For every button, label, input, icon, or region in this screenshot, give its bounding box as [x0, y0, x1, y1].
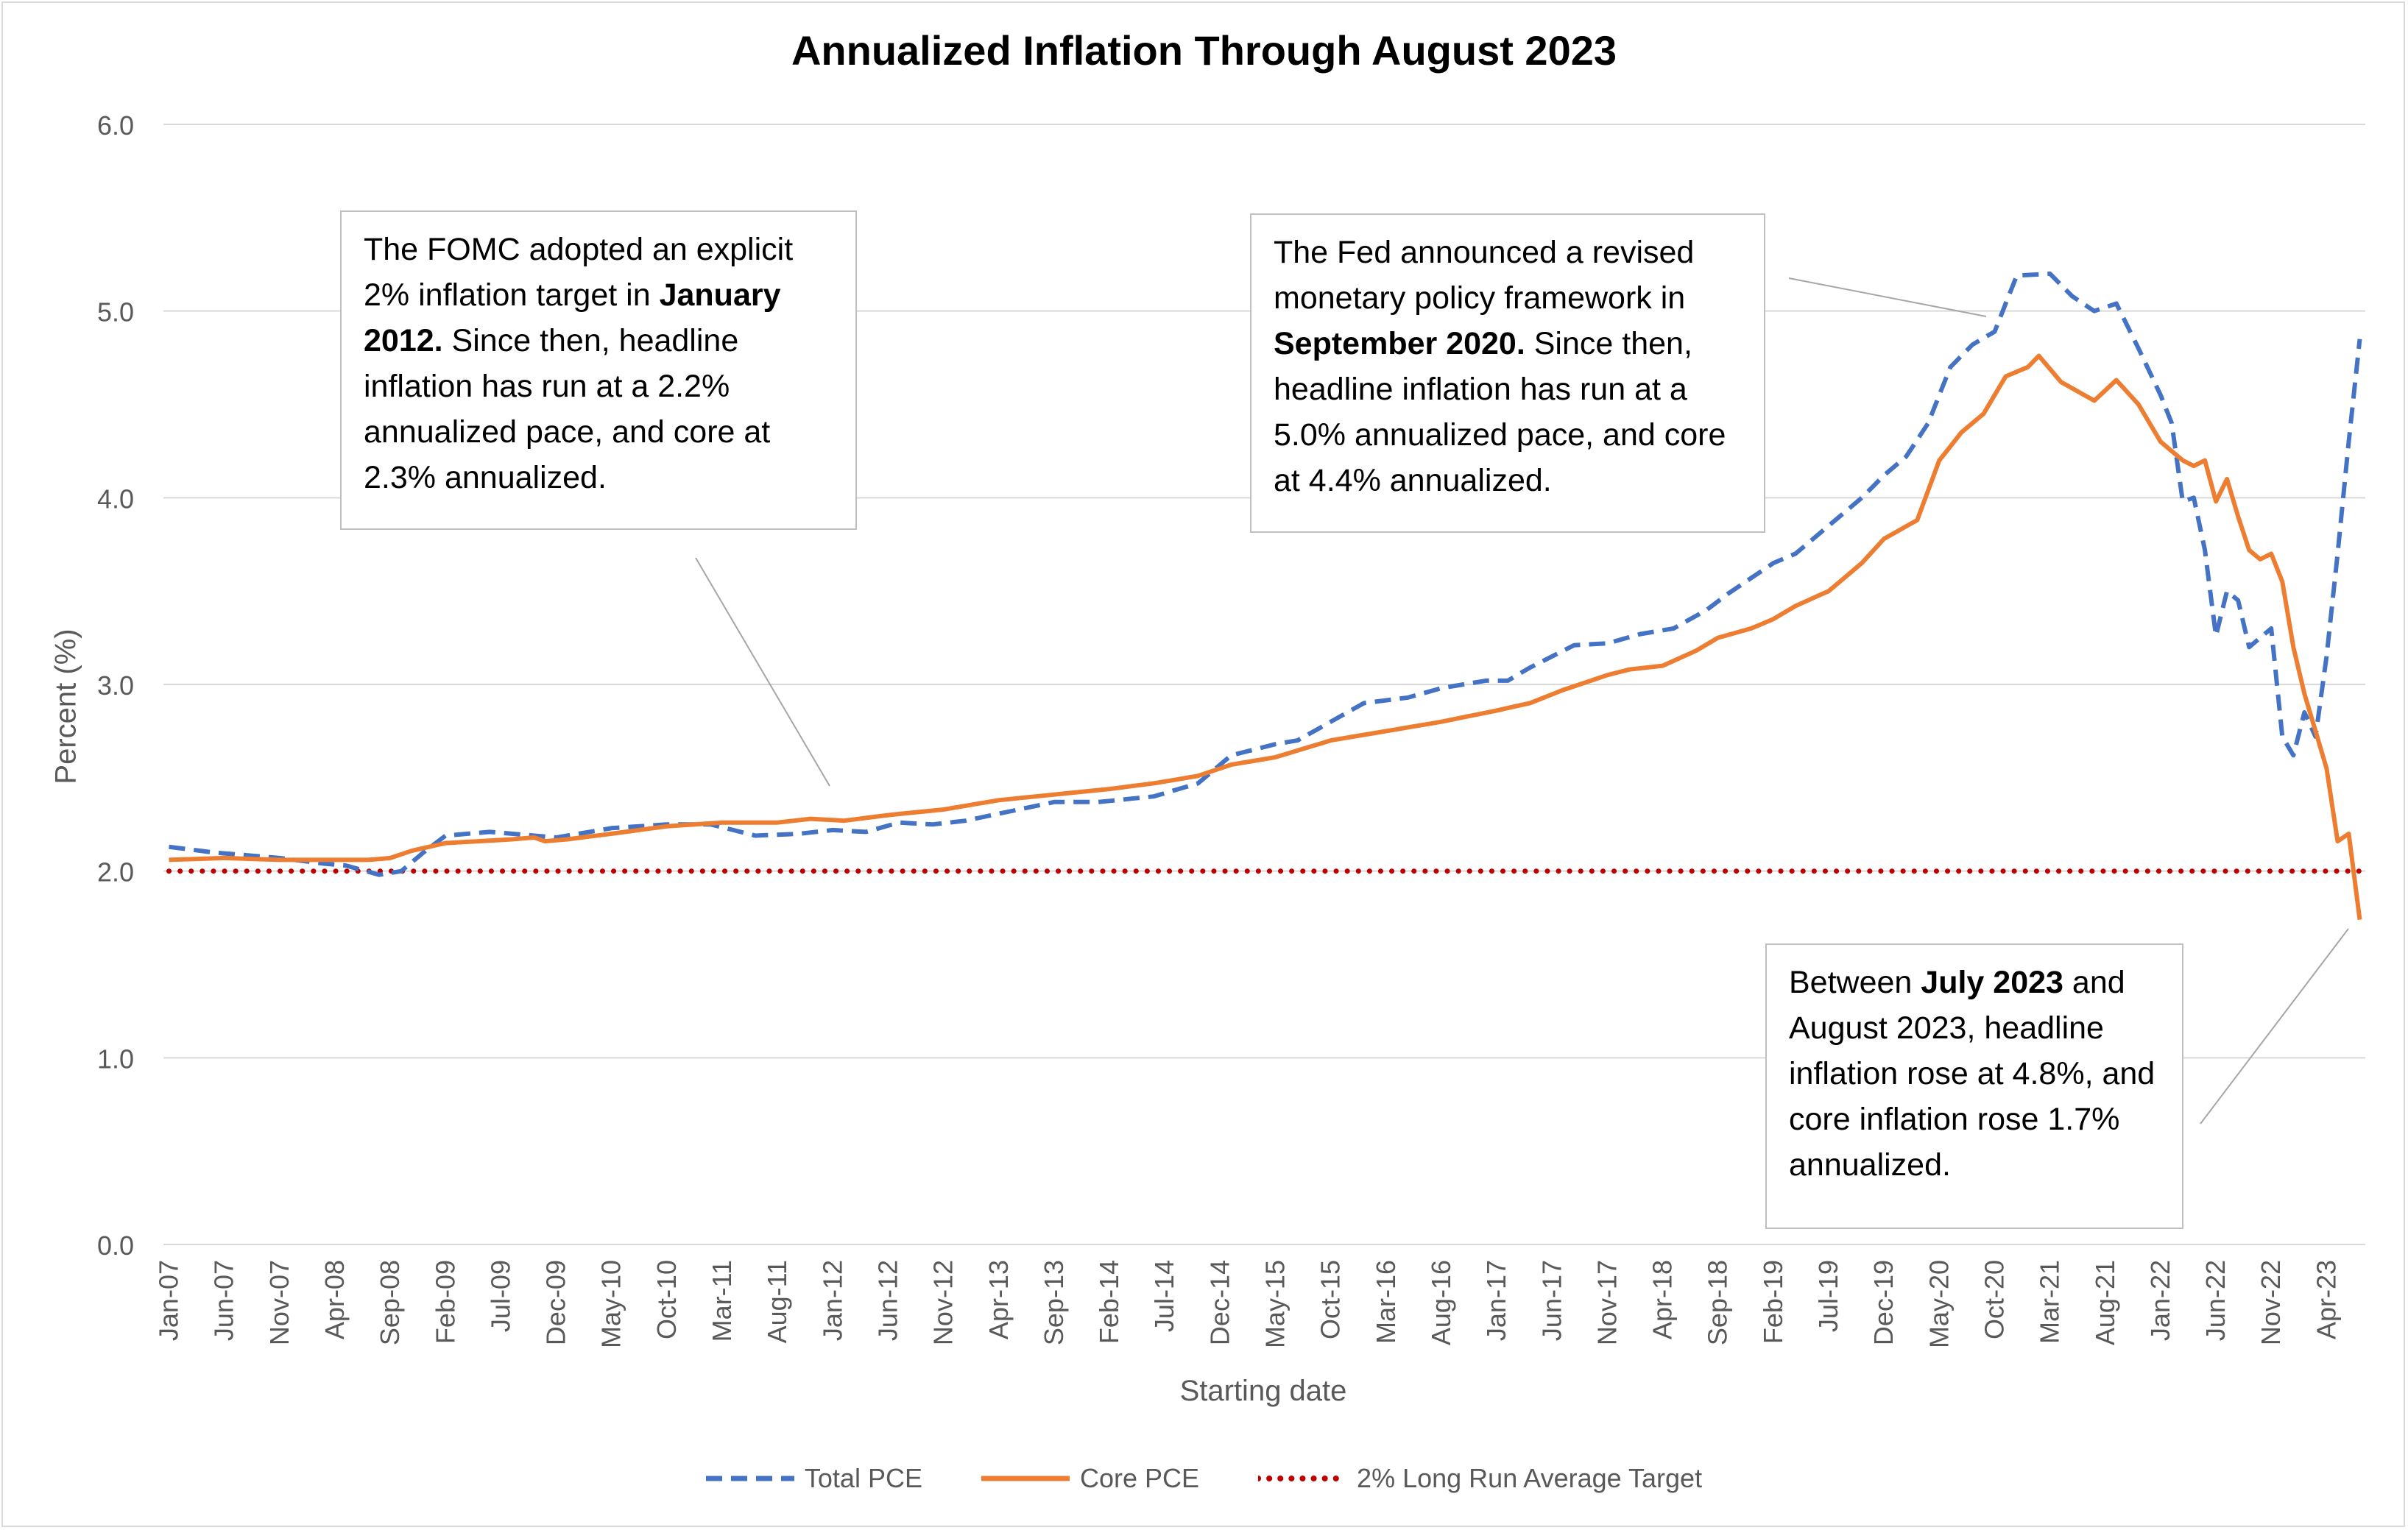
x-tick-label: Jan-22	[2145, 1260, 2175, 1341]
x-tick-label: Mar-11	[707, 1260, 737, 1342]
y-tick-label: 3.0	[97, 670, 134, 701]
y-tick-label: 2.0	[97, 857, 134, 888]
annotation-jul-aug-2023: Between July 2023 and August 2023, headl…	[1765, 943, 2183, 1229]
x-tick-label: Nov-12	[928, 1260, 958, 1345]
chart-title: Annualized Inflation Through August 2023	[791, 27, 1617, 74]
x-tick-label: Oct-15	[1316, 1260, 1346, 1339]
legend-swatch-total-pce	[705, 1476, 794, 1481]
x-tick-label: Jan-07	[154, 1260, 184, 1341]
y-axis-label: Percent (%)	[49, 628, 82, 785]
x-tick-label: May-20	[1924, 1260, 1954, 1348]
x-tick-label: Aug-21	[2090, 1260, 2120, 1345]
x-tick-label: Jul-19	[1813, 1260, 1843, 1332]
series-line-core-pce	[169, 353, 2362, 920]
x-tick-label: Sep-08	[375, 1260, 405, 1345]
legend-item-core-pce: Core PCE	[981, 1463, 1199, 1494]
annotation-fomc-2012: The FOMC adopted an explicit 2% inflatio…	[340, 210, 857, 530]
x-tick-label: Jun-07	[209, 1260, 239, 1341]
x-tick-label: Mar-21	[2035, 1260, 2065, 1344]
y-tick-label: 0.0	[97, 1230, 134, 1261]
x-tick-label: Jul-09	[485, 1260, 515, 1332]
x-tick-label: Apr-13	[984, 1260, 1014, 1339]
legend-label-total-pce: Total PCE	[804, 1463, 922, 1493]
x-tick-label: May-10	[596, 1260, 626, 1348]
x-tick-label: Aug-16	[1426, 1260, 1456, 1345]
x-tick-label: Feb-19	[1758, 1260, 1788, 1344]
legend-item-target: 2% Long Run Average Target	[1258, 1463, 1702, 1494]
x-tick-label: Feb-09	[430, 1260, 460, 1344]
y-tick-label: 4.0	[97, 484, 134, 514]
x-tick-label: Nov-07	[264, 1260, 294, 1345]
x-tick-label: Sep-18	[1703, 1260, 1733, 1345]
x-axis-label: Starting date	[1179, 1375, 1347, 1407]
x-tick-label: Jan-17	[1481, 1260, 1511, 1341]
x-tick-label: Apr-18	[1648, 1260, 1678, 1339]
x-tick-label: Nov-17	[1592, 1260, 1622, 1345]
x-tick-label: May-15	[1260, 1260, 1290, 1348]
x-tick-label: Nov-22	[2256, 1260, 2286, 1345]
legend-swatch-target	[1258, 1476, 1347, 1481]
callout-leader-line	[2200, 928, 2349, 1125]
x-tick-label: Feb-14	[1094, 1260, 1124, 1344]
x-tick-label: Dec-19	[1868, 1260, 1899, 1345]
x-tick-label: Jul-14	[1149, 1260, 1179, 1332]
x-tick-label: Aug-11	[762, 1260, 792, 1343]
y-tick-label: 1.0	[97, 1044, 134, 1074]
x-tick-label: Jan-12	[817, 1260, 847, 1341]
x-tick-label: Oct-10	[652, 1260, 682, 1339]
y-tick-label: 6.0	[97, 110, 134, 141]
chart-legend: Total PCE Core PCE 2% Long Run Average T…	[0, 1463, 2408, 1494]
x-tick-label: Apr-08	[319, 1260, 350, 1339]
x-tick-label: Dec-14	[1204, 1260, 1235, 1345]
x-tick-label: Jun-12	[872, 1260, 903, 1341]
x-tick-label: Apr-23	[2311, 1260, 2341, 1339]
x-tick-label: Mar-16	[1371, 1260, 1401, 1344]
legend-label-target: 2% Long Run Average Target	[1357, 1463, 1703, 1493]
annotation-fed-2020: The Fed announced a revised monetary pol…	[1250, 213, 1765, 533]
x-tick-label: Dec-09	[541, 1260, 571, 1345]
callout-leader-line	[695, 557, 830, 787]
callout-leader-line	[1788, 277, 1987, 317]
legend-label-core-pce: Core PCE	[1079, 1463, 1200, 1493]
y-tick-label: 5.0	[97, 297, 134, 327]
x-tick-label: Oct-20	[1979, 1260, 2009, 1339]
x-tick-label: Sep-13	[1039, 1260, 1069, 1345]
legend-swatch-core-pce	[981, 1476, 1070, 1481]
x-tick-label: Jun-17	[1536, 1260, 1567, 1341]
x-tick-label: Jun-22	[2200, 1260, 2231, 1341]
legend-item-total-pce: Total PCE	[705, 1463, 922, 1494]
